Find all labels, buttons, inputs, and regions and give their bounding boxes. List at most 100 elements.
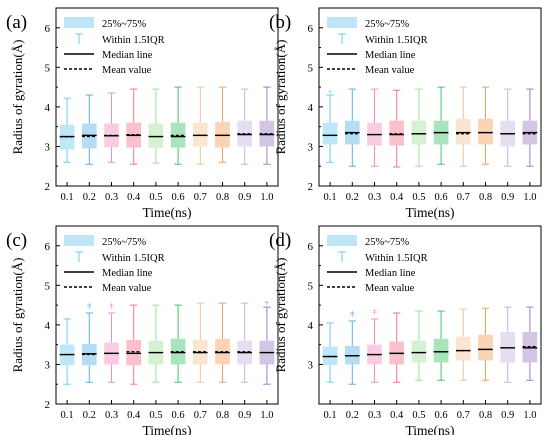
legend-box-swatch: [64, 17, 94, 28]
box-1.0: [522, 88, 538, 167]
legend-whisker-label: Within 1.5IQR: [365, 35, 428, 46]
outlier-point: +: [372, 306, 377, 316]
y-tick-label: 6: [45, 241, 51, 253]
y-axis-label: Radius of gyration(Å): [273, 258, 288, 373]
x-tick-label: 0.4: [127, 192, 141, 203]
legend-median-label: Median line: [102, 268, 153, 279]
x-tick-label: 1.0: [260, 410, 273, 421]
box-0.7: [192, 302, 208, 383]
legend-box-swatch: [327, 235, 357, 246]
box-0.4: [389, 89, 405, 168]
box-0.2: ++: [81, 300, 97, 383]
x-tick-label: 0.7: [457, 410, 470, 421]
iqr-box: [192, 122, 208, 147]
box-0.4: [126, 88, 142, 165]
outlier-point: +: [350, 308, 355, 318]
y-tick-label: 6: [308, 23, 314, 35]
legend-box-swatch: [327, 17, 357, 28]
y-tick-label: 4: [45, 320, 51, 332]
x-tick-label: 0.3: [368, 410, 381, 421]
legend-mean-label: Mean value: [365, 283, 415, 294]
box-0.9: [500, 88, 516, 167]
y-tick-label: 2: [45, 399, 51, 411]
box-0.2: [81, 94, 97, 165]
x-tick-label: 0.4: [127, 410, 141, 421]
iqr-box: [411, 120, 427, 145]
iqr-box: [126, 339, 142, 366]
box-0.8: [478, 86, 493, 165]
x-axis-label: Time(ns): [142, 423, 191, 435]
legend-mean-label: Mean value: [102, 283, 152, 294]
x-tick-label: 0.4: [390, 192, 404, 203]
box-0.2: [344, 88, 360, 167]
box-0.3: ++: [104, 300, 119, 383]
iqr-box: [322, 122, 338, 145]
x-tick-label: 0.2: [83, 410, 96, 421]
y-tick-label: 5: [308, 280, 314, 292]
plot-frame: [55, 225, 279, 405]
box-1.0: [259, 86, 275, 165]
outlier-point: +: [87, 302, 92, 312]
y-tick-label: 5: [45, 280, 51, 292]
x-tick-label: 0.2: [346, 192, 359, 203]
legend-whisker-label: Within 1.5IQR: [365, 253, 428, 264]
y-tick-label: 3: [45, 359, 51, 371]
x-tick-label: 0.9: [501, 410, 514, 421]
panel-label: (a): [6, 12, 27, 33]
x-axis-label: Time(ns): [405, 423, 454, 435]
x-tick-label: 1.0: [523, 410, 536, 421]
x-tick-label: 0.7: [194, 410, 207, 421]
x-tick-label: 0.6: [435, 410, 448, 421]
outlier-point: +: [87, 300, 92, 310]
box-0.6: [170, 304, 186, 383]
legend-median-label: Median line: [365, 268, 416, 279]
x-tick-label: 0.7: [457, 192, 470, 203]
x-tick-label: 0.8: [479, 410, 492, 421]
iqr-box: [433, 338, 449, 363]
x-tick-label: 0.3: [368, 192, 381, 203]
box-0.5: [148, 304, 164, 383]
box-0.7: [455, 86, 471, 167]
x-tick-label: 1.0: [260, 192, 273, 203]
x-tick-label: 0.4: [390, 410, 404, 421]
x-tick-label: 0.6: [172, 410, 185, 421]
x-tick-label: 0.6: [435, 192, 448, 203]
box-0.1: [322, 322, 338, 383]
legend-median-label: Median line: [102, 50, 153, 61]
box-0.8: [215, 302, 230, 383]
legend-median-label: Median line: [365, 50, 416, 61]
iqr-box: [411, 340, 427, 363]
box-0.6: [170, 86, 186, 165]
box-0.6: [433, 86, 449, 165]
y-tick-label: 6: [308, 241, 314, 253]
x-tick-label: 0.1: [324, 410, 337, 421]
y-tick-label: 2: [308, 181, 314, 193]
y-tick-label: 3: [308, 141, 314, 153]
x-tick-label: 0.2: [83, 192, 96, 203]
x-tick-label: 0.9: [501, 192, 514, 203]
x-tick-label: 0.5: [412, 192, 425, 203]
x-tick-label: 0.7: [194, 192, 207, 203]
x-tick-label: 0.2: [346, 410, 359, 421]
y-axis-label: Radius of gyration(Å): [10, 40, 25, 155]
legend-whisker-label: Within 1.5IQR: [102, 253, 165, 264]
iqr-box: [148, 123, 164, 148]
iqr-box: [478, 334, 493, 361]
box-0.1: [59, 97, 75, 163]
box-0.9: [237, 88, 253, 165]
x-tick-label: 0.5: [149, 410, 162, 421]
x-tick-label: 0.1: [61, 410, 74, 421]
box-0.5: [411, 88, 427, 167]
box-0.1: +: [322, 87, 338, 163]
chart-panel-c: (c) 2 3 4 5 6 Radius of gyration(Å) 0.1 0.2 0.3 0.…: [6, 225, 279, 435]
box-0.6: [433, 310, 449, 381]
y-axis-label: Radius of gyration(Å): [273, 40, 288, 155]
iqr-box: [478, 118, 493, 145]
chart-panel-b: (b) 2 3 4 5 6 Radius of gyration(Å) 0.1 0.2 0.3 0.…: [269, 7, 542, 220]
legend-box-label: 25%~75%: [365, 19, 409, 30]
plot-frame: [318, 7, 542, 187]
box-0.2: ++: [344, 308, 360, 385]
legend-mean-label: Mean value: [102, 65, 152, 76]
box-0.8: [478, 307, 493, 381]
